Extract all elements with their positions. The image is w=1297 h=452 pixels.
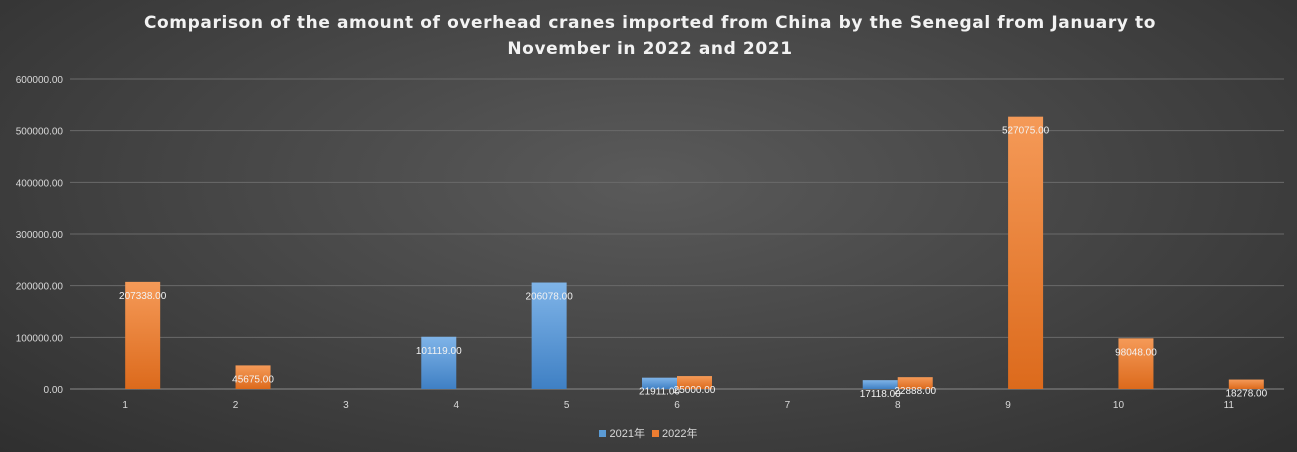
- x-tick-label: 11: [1224, 400, 1235, 411]
- x-tick-label: 9: [1005, 400, 1011, 411]
- x-tick-label: 3: [343, 400, 349, 411]
- legend-swatch-2022: [652, 430, 660, 437]
- data-label: 21911.00: [639, 387, 680, 398]
- legend-swatch-2021: [599, 430, 607, 437]
- x-tick-label: 2: [233, 400, 239, 411]
- bar-2022年: [235, 365, 271, 389]
- bar-2022年: [125, 281, 161, 389]
- bar-2021年: [531, 282, 567, 389]
- y-tick-label: 300000.00: [16, 230, 64, 241]
- legend-item-2021[interactable]: 2021年: [599, 425, 645, 441]
- chart-legend: 2021年 2022年: [0, 425, 1297, 441]
- data-label: 98048.00: [1115, 347, 1157, 358]
- legend-label-2022: 2022年: [662, 428, 698, 440]
- bar-2021年: [642, 377, 677, 389]
- bar-2021年: [421, 336, 457, 389]
- data-label: 206078.00: [525, 292, 573, 303]
- x-tick-label: 10: [1113, 400, 1125, 411]
- legend-item-2022[interactable]: 2022年: [652, 425, 698, 441]
- x-tick-label: 5: [564, 400, 570, 411]
- data-label: 45675.00: [232, 374, 274, 385]
- bar-2021年: [862, 380, 898, 389]
- bar-2022年: [1228, 379, 1264, 389]
- bar-2022年: [677, 376, 712, 389]
- y-tick-label: 600000.00: [16, 75, 64, 86]
- bar-2022年: [897, 377, 933, 389]
- data-label: 18278.00: [1225, 389, 1267, 400]
- data-label: 101119.00: [416, 346, 462, 357]
- x-tick-label: 8: [895, 400, 901, 411]
- bar-2022年: [1008, 116, 1044, 389]
- bar-2022年: [1118, 338, 1154, 389]
- y-tick-label: 200000.00: [16, 282, 64, 293]
- data-label: 22888.00: [894, 386, 936, 397]
- y-tick-label: 0.00: [44, 385, 64, 396]
- chart-title: Comparison of the amount of overhead cra…: [143, 13, 1157, 59]
- data-label: 527075.00: [1002, 126, 1050, 137]
- x-tick-label: 4: [453, 400, 459, 411]
- x-tick-label: 7: [785, 400, 791, 411]
- legend-label-2021: 2021年: [609, 428, 645, 440]
- data-label: 25000.00: [674, 385, 716, 396]
- y-tick-label: 400000.00: [16, 178, 64, 189]
- x-tick-label: 6: [674, 400, 680, 411]
- x-tick-label: 1: [122, 400, 128, 411]
- y-tick-label: 100000.00: [16, 333, 64, 344]
- data-label: 17118.00: [860, 389, 901, 400]
- y-tick-label: 500000.00: [16, 127, 64, 138]
- data-label: 207338.00: [119, 291, 167, 302]
